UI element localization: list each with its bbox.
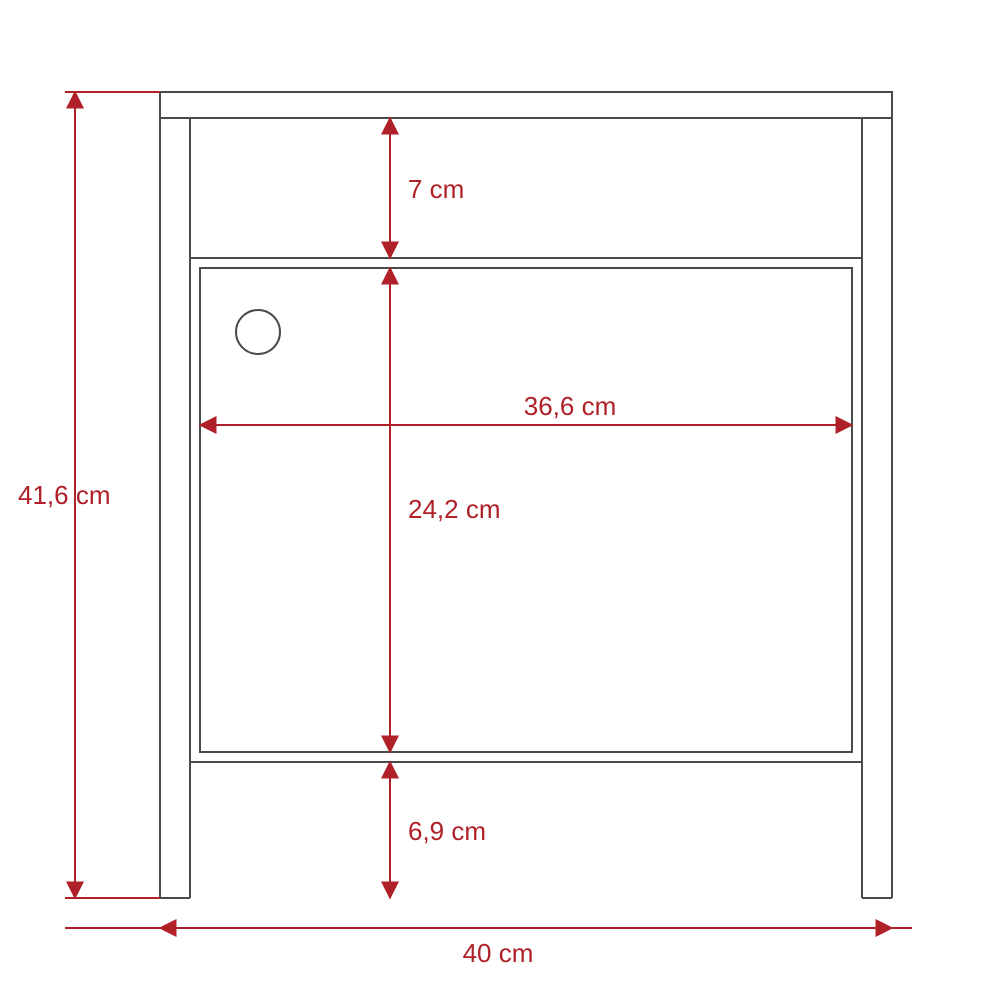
knob-hole bbox=[236, 310, 280, 354]
furniture-outline bbox=[160, 92, 892, 898]
label-leg-height: 6,9 cm bbox=[408, 816, 486, 846]
furniture-dimension-diagram: 41,6 cm 40 cm 7 cm 36,6 cm 24,2 cm 6,9 c… bbox=[0, 0, 1000, 1000]
label-top-gap: 7 cm bbox=[408, 174, 464, 204]
label-inner-height: 24,2 cm bbox=[408, 494, 501, 524]
label-inner-width: 36,6 cm bbox=[524, 391, 617, 421]
top-slab bbox=[160, 92, 892, 118]
label-overall-height: 41,6 cm bbox=[18, 480, 111, 510]
label-overall-width: 40 cm bbox=[463, 938, 534, 968]
dimension-labels: 41,6 cm 40 cm 7 cm 36,6 cm 24,2 cm 6,9 c… bbox=[18, 174, 616, 968]
inner-panel bbox=[200, 268, 852, 752]
